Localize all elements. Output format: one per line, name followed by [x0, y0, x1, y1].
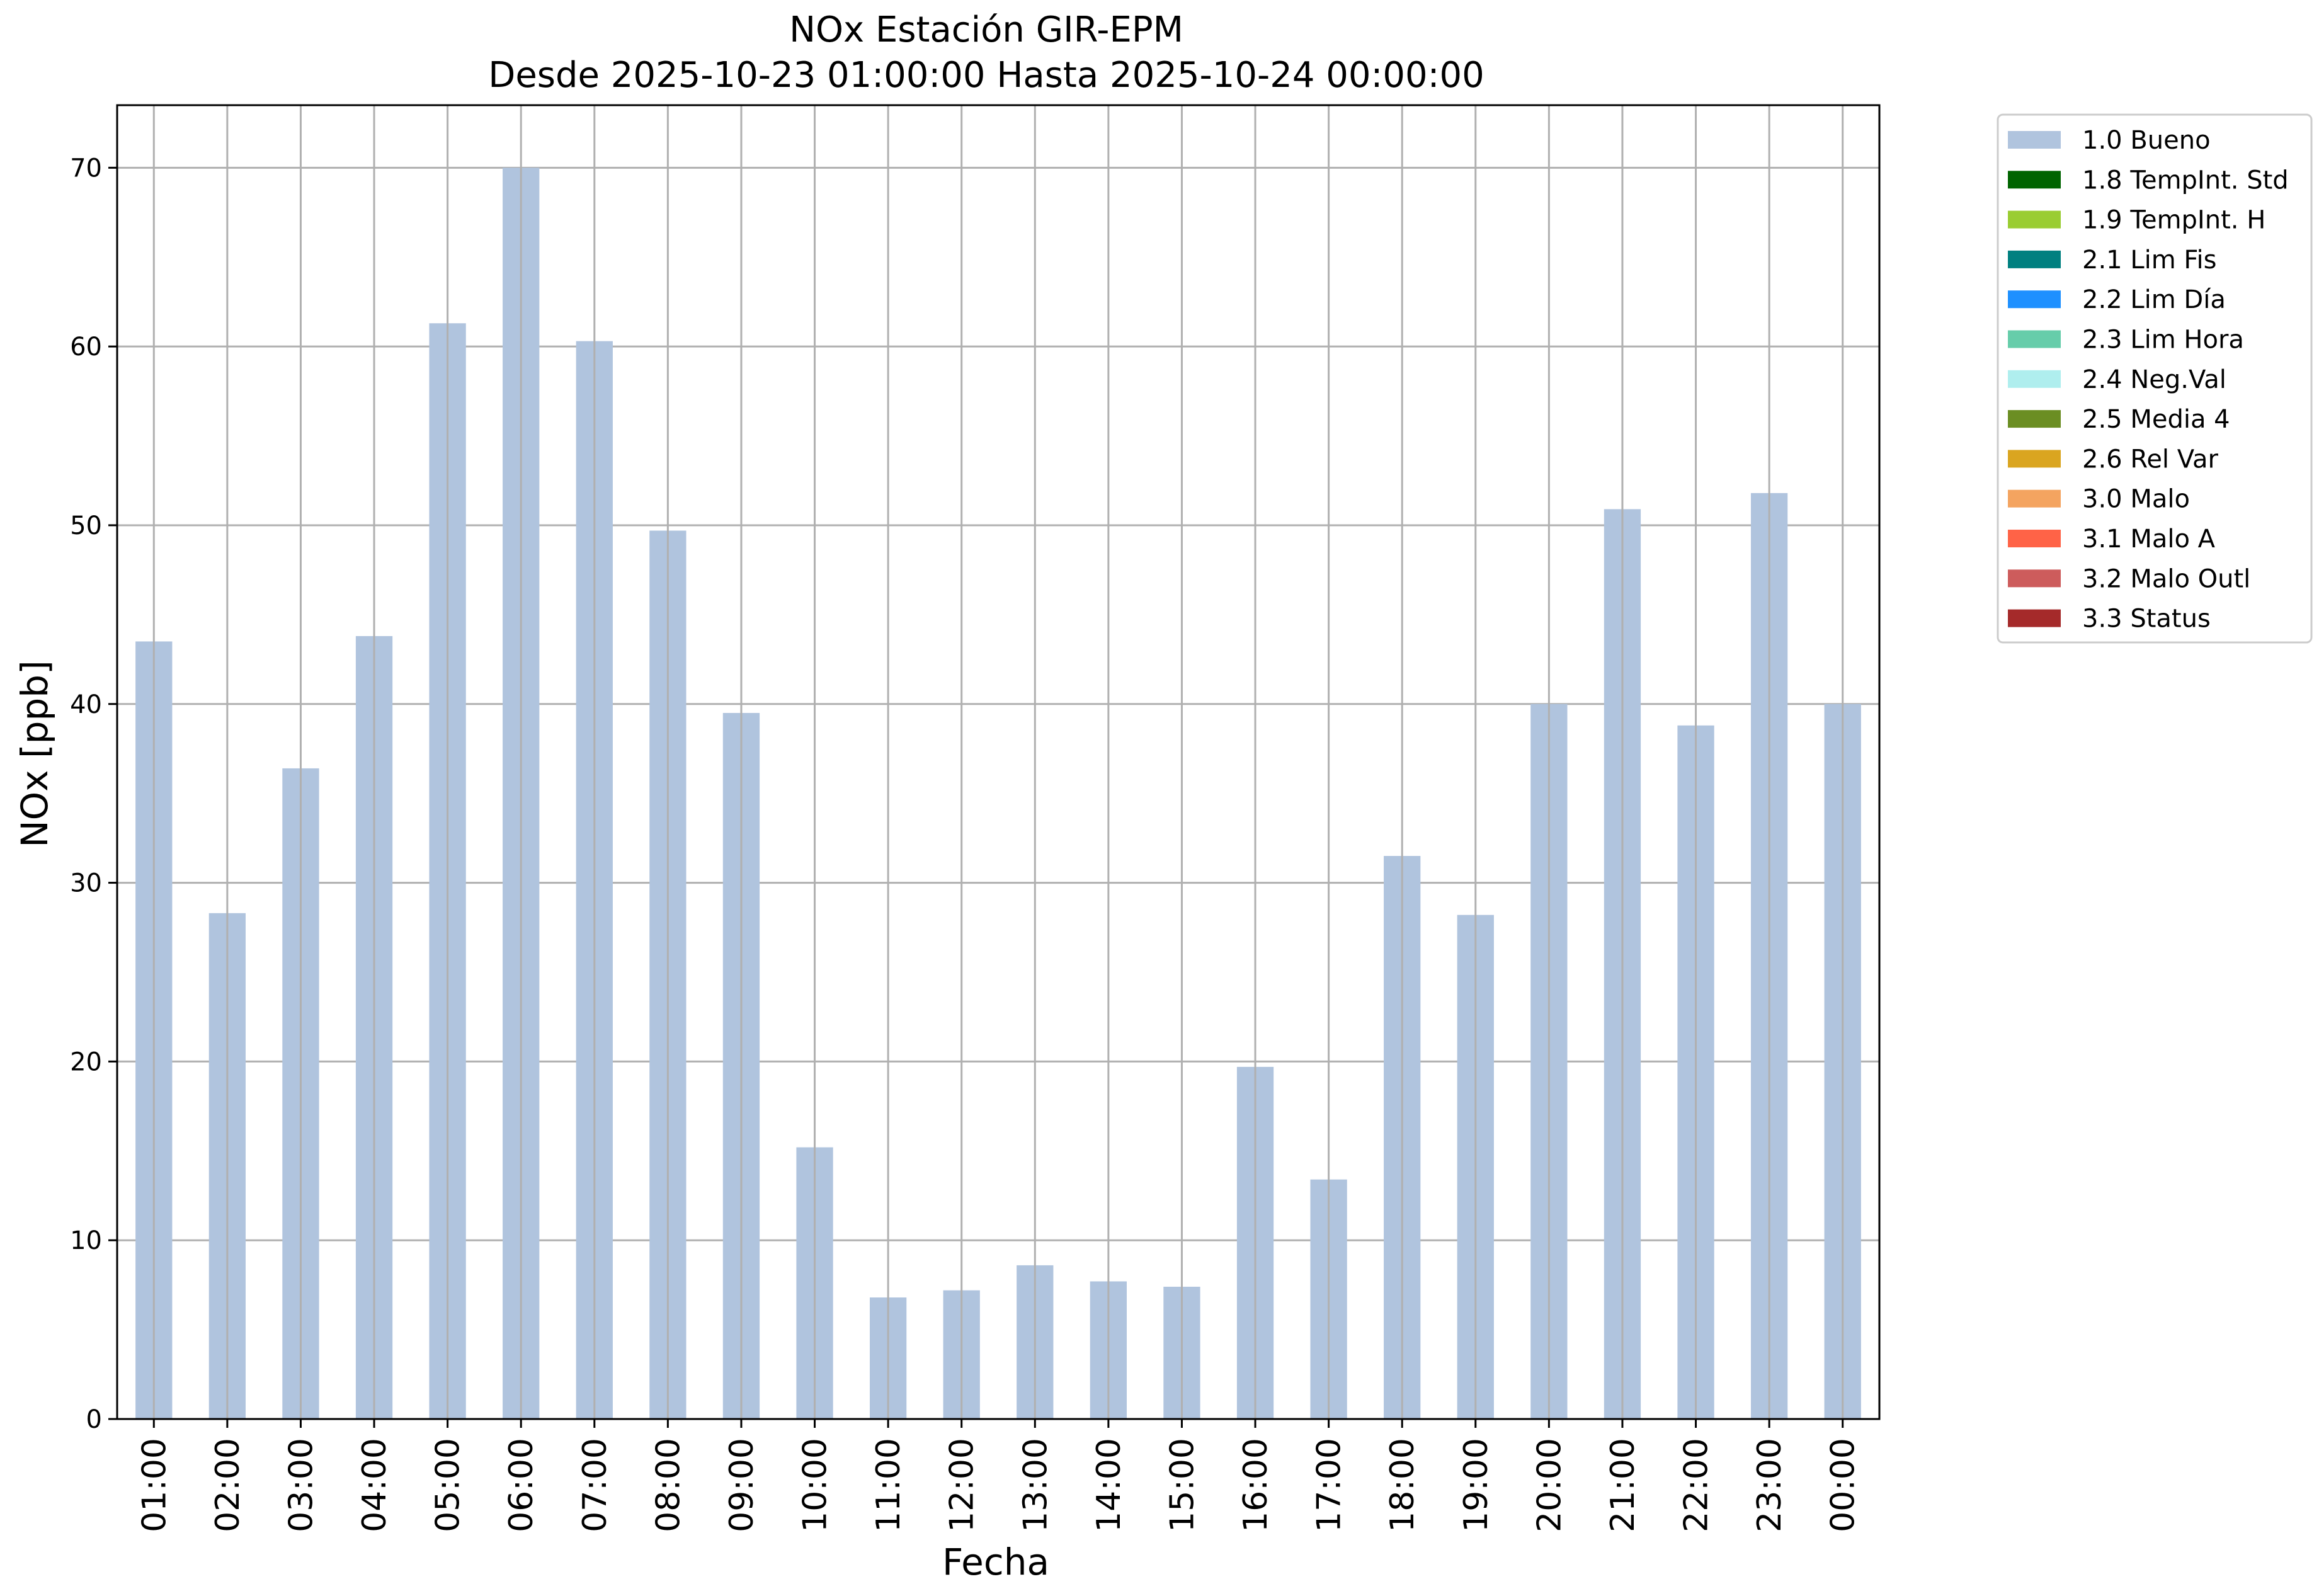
- x-tick-label: 11:00: [870, 1438, 908, 1532]
- x-tick-label: 13:00: [1017, 1438, 1054, 1532]
- y-tick-label: 30: [70, 869, 102, 898]
- legend-swatch: [2008, 290, 2061, 309]
- x-tick-label: 01:00: [135, 1438, 173, 1532]
- x-tick-label: 19:00: [1457, 1438, 1495, 1532]
- legend-swatch: [2008, 489, 2061, 508]
- x-axis: 01:00 02:00 03:00 04:00 05:00 06:00 07:00 08:00…: [135, 1419, 1862, 1532]
- chart-subtitle: Desde 2025-10-23 01:00:00 Hasta 2025-10-…: [488, 55, 1484, 96]
- x-tick-label: 21:00: [1604, 1438, 1642, 1532]
- x-tick-label: 06:00: [503, 1438, 540, 1532]
- legend-label: 1.0 Bueno: [2082, 126, 2211, 155]
- x-tick-label: 00:00: [1825, 1438, 1862, 1532]
- x-tick-label: 09:00: [723, 1438, 761, 1532]
- y-tick-label: 40: [70, 690, 102, 719]
- legend-box: [1997, 113, 2313, 644]
- legend-label: 2.5 Media 4: [2082, 405, 2230, 434]
- y-tick-label: 10: [70, 1226, 102, 1255]
- y-tick-label: 70: [70, 154, 102, 183]
- legend-swatch: [2008, 210, 2061, 229]
- legend-label: 3.2 Malo Outl: [2082, 564, 2250, 593]
- legend-label: 2.1 Lim Fis: [2082, 246, 2216, 275]
- legend-label: 3.1 Malo A: [2082, 525, 2216, 554]
- legend-swatch: [2008, 330, 2061, 348]
- x-tick-label: 16:00: [1237, 1438, 1275, 1532]
- x-tick-label: 05:00: [430, 1438, 467, 1532]
- x-tick-label: 20:00: [1530, 1438, 1568, 1532]
- y-tick-label: 0: [86, 1405, 102, 1434]
- legend-label: 1.9 TempInt. H: [2082, 206, 2265, 235]
- legend-label: 3.3 Status: [2082, 605, 2211, 634]
- x-tick-label: 03:00: [282, 1438, 320, 1532]
- x-tick-label: 02:00: [209, 1438, 247, 1532]
- legend-swatch: [2008, 131, 2061, 149]
- x-tick-label: 10:00: [797, 1438, 835, 1532]
- chart-title: NOx Estación GIR-EPM: [789, 9, 1183, 50]
- legend-swatch: [2008, 569, 2061, 588]
- grid-lines: [117, 166, 1879, 1420]
- legend-swatch: [2008, 410, 2061, 428]
- x-tick-label: 22:00: [1678, 1438, 1716, 1532]
- x-tick-label: 14:00: [1090, 1438, 1128, 1532]
- y-axis-label: NOx [ppb]: [13, 660, 56, 848]
- legend: 1.0 Bueno 1.8 TempInt. Std 1.9 TempInt. H 2…: [1997, 113, 2313, 644]
- legend-swatch: [2008, 250, 2061, 268]
- x-tick-label: 17:00: [1311, 1438, 1348, 1532]
- legend-swatch: [2008, 171, 2061, 189]
- legend-swatch: [2008, 450, 2061, 468]
- y-tick-label: 50: [70, 511, 102, 540]
- legend-label: 2.4 Neg.Val: [2082, 365, 2226, 394]
- x-axis-label: Fecha: [942, 1541, 1049, 1583]
- legend-label: 2.3 Lim Hora: [2082, 326, 2244, 355]
- x-tick-label: 08:00: [649, 1438, 687, 1532]
- y-tick-label: 20: [70, 1047, 102, 1076]
- legend-swatch: [2008, 609, 2061, 627]
- x-tick-label: 12:00: [943, 1438, 981, 1532]
- y-axis: 0 10 20 30 40 50 60 70: [70, 154, 117, 1434]
- vertical-grid-lines: [152, 105, 1844, 1419]
- legend-swatch: [2008, 370, 2061, 388]
- x-tick-label: 04:00: [356, 1438, 394, 1532]
- legend-label: 2.6 Rel Var: [2082, 445, 2219, 474]
- legend-label: 2.2 Lim Día: [2082, 285, 2226, 314]
- legend-swatch: [2008, 530, 2061, 547]
- plot-frame: [116, 104, 1881, 1420]
- x-tick-label: 15:00: [1163, 1438, 1201, 1532]
- x-tick-label: 23:00: [1751, 1438, 1789, 1532]
- legend-label: 3.0 Malo: [2082, 485, 2190, 514]
- y-tick-label: 60: [70, 333, 102, 362]
- x-tick-label: 18:00: [1384, 1438, 1422, 1532]
- x-tick-label: 07:00: [576, 1438, 614, 1532]
- legend-label: 1.8 TempInt. Std: [2082, 166, 2289, 195]
